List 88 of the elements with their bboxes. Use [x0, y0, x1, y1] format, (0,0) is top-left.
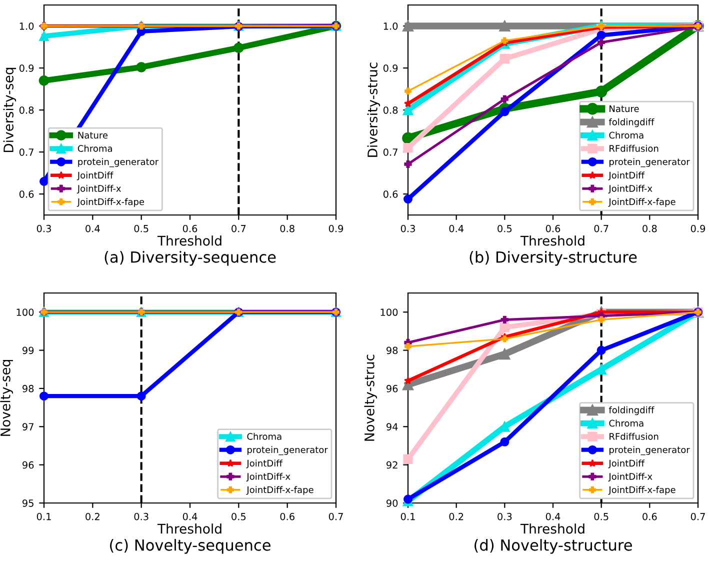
legend-label: Nature — [78, 132, 108, 139]
y-tick-label: 0.8 — [19, 106, 34, 114]
y-tick-label: 0.6 — [19, 190, 34, 198]
x-tick-label: 0.5 — [134, 224, 148, 232]
x-tick-label: 0.7 — [328, 512, 343, 520]
x-axis-title: Threshold — [157, 236, 222, 246]
x-tick-label: 0.4 — [182, 512, 198, 520]
x-tick-label: 0.8 — [280, 224, 294, 232]
x-tick-label: 0.9 — [690, 224, 706, 232]
x-tick-label: 0.6 — [546, 224, 560, 232]
x-tick-label: 0.2 — [449, 512, 464, 520]
x-tick-label: 0.1 — [36, 512, 51, 520]
legend-label: JointDiff-x-fape — [76, 198, 144, 207]
legend-label: JointDiff-x — [76, 184, 121, 194]
y-tick-label: 96 — [22, 461, 34, 469]
y-tick-label: 0.9 — [19, 64, 34, 72]
x-tick-label: 0.1 — [400, 512, 415, 520]
legend-label: Chroma — [247, 432, 282, 440]
legend-label: JointDiff-x — [608, 184, 652, 194]
y-axis-title: Novelty-struc — [364, 354, 377, 441]
legend-label: JointDiff-x-fape — [246, 486, 314, 495]
x-tick-label: 0.2 — [86, 512, 100, 520]
legend-label: JointDiff — [608, 460, 645, 468]
y-tick-label: 95 — [22, 499, 34, 507]
legend-label: foldingdiff — [608, 118, 654, 128]
y-tick-label: 92 — [386, 461, 398, 469]
x-tick-label: 0.3 — [400, 224, 415, 232]
y-tick-label: 0.8 — [383, 106, 398, 114]
y-tick-label: 96 — [386, 384, 398, 392]
legend-label: foldingdiff — [608, 406, 654, 416]
y-tick-label: 94 — [386, 423, 398, 430]
y-tick-label: 99 — [22, 346, 34, 354]
x-axis-title: Threshold — [520, 524, 584, 534]
y-tick-label: 97 — [22, 423, 34, 430]
text: (a) Diversity-sequence — [104, 251, 276, 266]
x-tick-label: 0.9 — [328, 224, 344, 232]
x-tick-label: 0.3 — [498, 512, 512, 520]
legend-label: RFdiffusion — [610, 144, 658, 152]
y-axis-title: Novelty-seq — [0, 360, 13, 436]
legend-label: Chroma — [609, 420, 644, 427]
x-tick-label: 0.4 — [86, 224, 100, 232]
legend-label: Chroma — [609, 132, 644, 139]
legend-label: protein_generator — [248, 446, 328, 456]
x-axis-title: Threshold — [157, 524, 222, 534]
y-tick-label: 100 — [380, 308, 398, 316]
legend-label: JointDiff — [76, 172, 114, 180]
y-axis-title: Diversity-seq — [3, 68, 16, 152]
x-tick-label: 0.6 — [280, 512, 294, 520]
x-axis-title: Threshold — [520, 236, 584, 246]
legend-label: Chroma — [78, 144, 112, 152]
legend-label: JointDiff-x — [246, 472, 290, 482]
x-tick-label: 0.8 — [642, 224, 657, 232]
x-tick-label: 0.5 — [498, 224, 512, 232]
x-tick-label: 0.5 — [594, 512, 608, 520]
legend-label: protein_generator — [610, 158, 690, 168]
x-tick-label: 0.6 — [642, 512, 657, 520]
legend-label: JointDiff-x-fape — [608, 486, 676, 495]
y-tick-label: 1.0 — [384, 22, 398, 30]
text: (c) Novelty-sequence — [110, 539, 270, 554]
y-tick-label: 98 — [22, 384, 34, 392]
legend-label: protein_generator — [610, 446, 690, 456]
x-tick-label: 0.4 — [546, 512, 560, 520]
legend-label: protein_generator — [78, 158, 159, 168]
y-tick-label: 100 — [16, 308, 34, 316]
y-tick-label: 0.6 — [383, 190, 398, 198]
legend-label: JointDiff-x — [608, 472, 652, 482]
y-tick-label: 98 — [386, 346, 398, 354]
x-tick-label: 0.6 — [182, 224, 198, 232]
x-tick-label: 0.7 — [594, 224, 608, 232]
y-tick-label: 1.0 — [20, 22, 34, 30]
y-tick-label: 0.7 — [19, 148, 34, 156]
legend-label: JointDiff-x-fape — [608, 198, 676, 207]
x-tick-label: 0.7 — [232, 224, 246, 232]
y-tick-label: 0.7 — [383, 148, 398, 156]
legend-label: JointDiff — [246, 460, 283, 468]
legend-label: Nature — [610, 105, 639, 112]
legend-label: JointDiff — [608, 172, 645, 180]
x-tick-label: 0.5 — [232, 512, 246, 520]
y-tick-label: 90 — [386, 499, 398, 507]
x-tick-label: 0.3 — [134, 512, 148, 520]
x-tick-label: 0.3 — [36, 224, 51, 232]
text: (b) Diversity-structure — [470, 251, 637, 266]
y-tick-label: 0.9 — [383, 64, 398, 72]
x-tick-label: 0.7 — [690, 512, 705, 520]
legend-label: RFdiffusion — [610, 432, 658, 440]
y-axis-title: Diversity-struc — [367, 62, 380, 157]
x-tick-label: 0.4 — [449, 224, 464, 232]
text: (d) Novelty-structure — [474, 539, 632, 554]
